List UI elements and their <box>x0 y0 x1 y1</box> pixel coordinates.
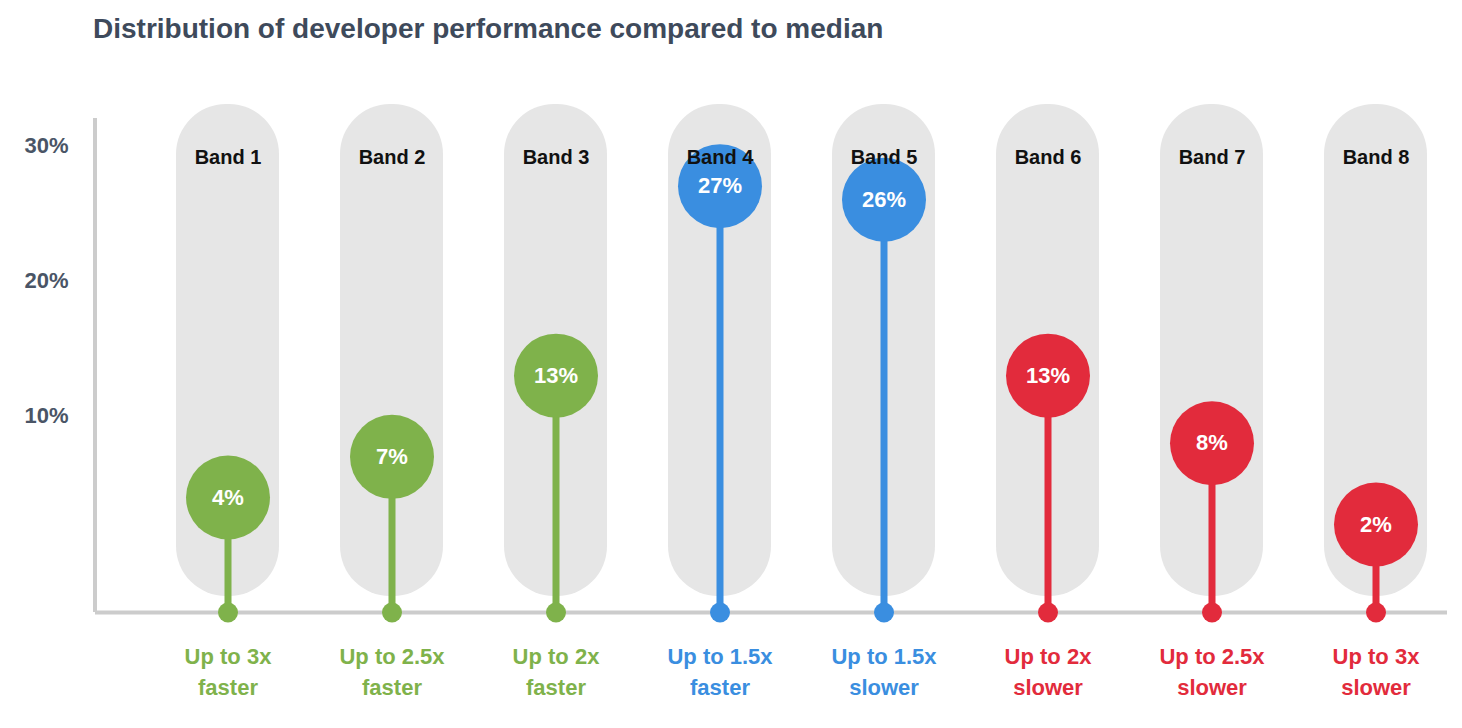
svg-text:Up to 1.5xfaster: Up to 1.5xfaster <box>667 644 773 700</box>
svg-text:Up to 2xslower: Up to 2xslower <box>1005 644 1093 700</box>
html-text:Distribution of developer perf: Distribution of developer performance co… <box>93 13 884 44</box>
svg-text:4%: 4% <box>212 484 244 509</box>
svg-text:8%: 8% <box>1196 430 1228 455</box>
svg-text:7%: 7% <box>376 444 408 469</box>
svg-text:Band 8: Band 8 <box>1343 146 1410 168</box>
svg-text:26%: 26% <box>862 187 906 212</box>
svg-text:Band 6: Band 6 <box>1015 146 1082 168</box>
svg-text:10%: 10% <box>24 403 68 428</box>
svg-text:Up to 2.5xslower: Up to 2.5xslower <box>1159 644 1265 700</box>
svg-text:Up to 3xfaster: Up to 3xfaster <box>185 644 273 700</box>
svg-text:13%: 13% <box>534 363 578 388</box>
svg-text:Up to 2xfaster: Up to 2xfaster <box>513 644 601 700</box>
svg-text:30%: 30% <box>24 133 68 158</box>
svg-text:27%: 27% <box>698 173 742 198</box>
svg-text:Up to 2.5xfaster: Up to 2.5xfaster <box>339 644 445 700</box>
svg-text:Band 3: Band 3 <box>523 146 590 168</box>
svg-text:Band 4: Band 4 <box>687 146 755 168</box>
svg-text:2%: 2% <box>1360 512 1392 537</box>
svg-text:13%: 13% <box>1026 363 1070 388</box>
svg-text:Up to 1.5xslower: Up to 1.5xslower <box>831 644 937 700</box>
svg-text:Band 7: Band 7 <box>1179 146 1246 168</box>
svg-text:Up to 3xslower: Up to 3xslower <box>1333 644 1421 700</box>
svg-text:Band 2: Band 2 <box>359 146 426 168</box>
svg-text:20%: 20% <box>24 268 68 293</box>
svg-text:Band 1: Band 1 <box>195 146 262 168</box>
svg-text:Band 5: Band 5 <box>851 146 918 168</box>
